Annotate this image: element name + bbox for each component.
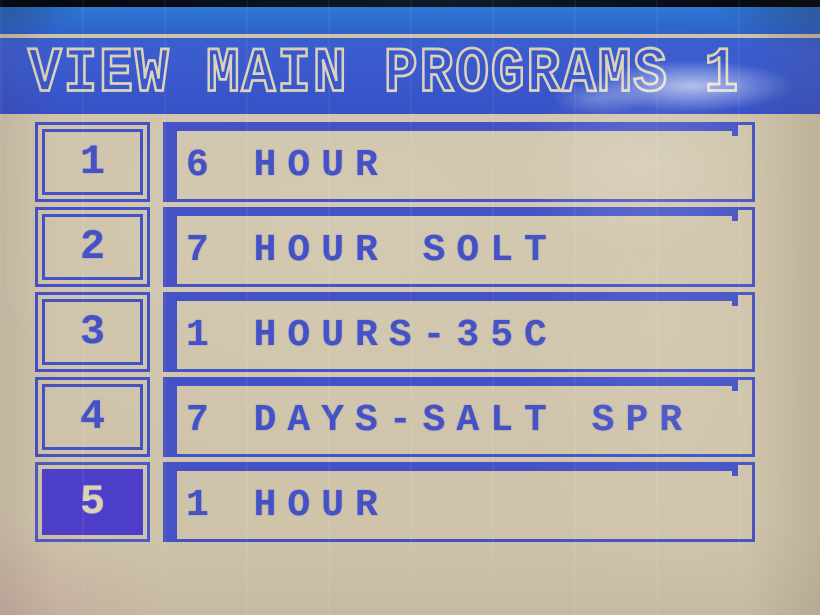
field-left-bar: [166, 465, 177, 539]
slot-number: 3: [42, 299, 143, 365]
program-slot-button[interactable]: 5: [35, 462, 150, 542]
program-name-field[interactable]: 7 DAYS-SALT SPR: [163, 377, 755, 457]
program-name-label: 1 HOURS-35C: [186, 313, 558, 357]
field-left-bar: [166, 210, 177, 284]
program-name-label: 7 HOUR SOLT: [186, 228, 558, 272]
field-left-bar: [166, 295, 177, 369]
slot-number: 5: [42, 469, 143, 535]
program-row: 2 7 HOUR SOLT: [0, 207, 820, 287]
slot-number: 2: [42, 214, 143, 280]
program-row: 4 7 DAYS-SALT SPR: [0, 377, 820, 457]
program-name-label: 1 HOUR: [186, 483, 389, 527]
program-row: 3 1 HOURS-35C: [0, 292, 820, 372]
field-left-bar: [166, 380, 177, 454]
program-name-field[interactable]: 6 HOUR: [163, 122, 755, 202]
program-row: 5 1 HOUR: [0, 462, 820, 542]
program-slot-button[interactable]: 4: [35, 377, 150, 457]
program-slot-button[interactable]: 3: [35, 292, 150, 372]
program-slot-button[interactable]: 2: [35, 207, 150, 287]
program-slot-button[interactable]: 1: [35, 122, 150, 202]
program-name-field[interactable]: 7 HOUR SOLT: [163, 207, 755, 287]
slot-number: 1: [42, 129, 143, 195]
page-title: VIEW MAIN PROGRAMS 1: [27, 37, 741, 111]
title-bar: VIEW MAIN PROGRAMS 1: [0, 37, 820, 114]
slot-number: 4: [42, 384, 143, 450]
top-bezel-strip: [0, 0, 820, 7]
program-name-field[interactable]: 1 HOUR: [163, 462, 755, 542]
program-name-label: 6 HOUR: [186, 143, 389, 187]
field-left-bar: [166, 125, 177, 199]
status-band: [0, 7, 820, 34]
program-list: 1 6 HOUR 2 7 HOUR SOLT 3: [0, 122, 820, 547]
program-name-field[interactable]: 1 HOURS-35C: [163, 292, 755, 372]
program-row: 1 6 HOUR: [0, 122, 820, 202]
program-name-label: 7 DAYS-SALT SPR: [186, 398, 694, 442]
